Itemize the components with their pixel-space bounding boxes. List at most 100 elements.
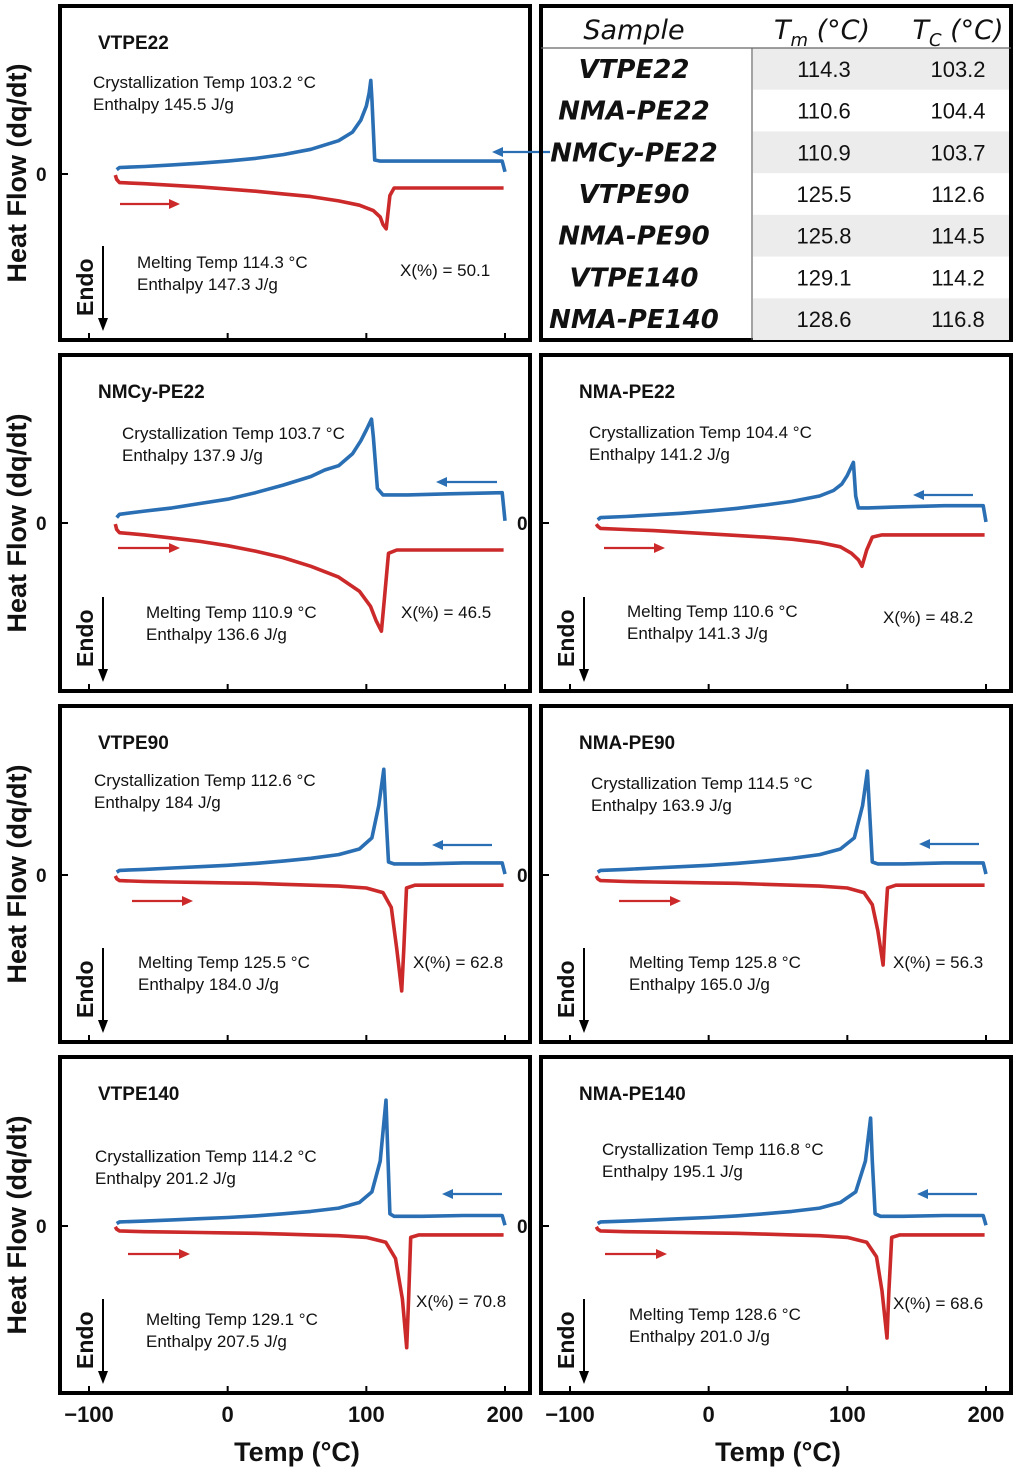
heating-curve	[113, 523, 504, 633]
table-cell-tc: 114.5	[931, 224, 984, 249]
panel-title: NMCy-PE22	[98, 382, 205, 403]
panel-frame	[539, 704, 1013, 1044]
x-tick-label: −100	[64, 1402, 114, 1427]
x-tick-label: 0	[222, 1402, 234, 1427]
y-axis-label: Heat Flow (dq/dt)	[2, 1116, 32, 1335]
crystallization-enthalpy: Enthalpy 163.9 J/g	[591, 796, 732, 815]
heating-curve	[594, 1225, 985, 1340]
melting-enthalpy: Enthalpy 147.3 J/g	[137, 275, 278, 294]
table-cell-sample: NMA-PE22	[558, 97, 710, 127]
melting-label: Melting Temp 125.5 °C	[138, 953, 310, 972]
melting-enthalpy: Enthalpy 184.0 J/g	[138, 975, 279, 994]
heating-curve	[594, 523, 985, 569]
melting-enthalpy: Enthalpy 136.6 J/g	[146, 625, 287, 644]
heating-arrowhead	[169, 199, 180, 209]
melting-enthalpy: Enthalpy 141.3 J/g	[627, 624, 768, 643]
endo-arrowhead	[579, 1371, 589, 1384]
table-cell-tc: 114.2	[931, 265, 984, 290]
zero-label: 0	[36, 866, 47, 887]
zero-label: 0	[36, 165, 47, 186]
table-cell-tc: 104.4	[930, 99, 985, 124]
cooling-curve	[596, 460, 988, 523]
table-cell-tm: 114.3	[797, 57, 850, 82]
crystallinity-label: X(%) = 46.5	[401, 603, 491, 622]
table-cell-sample: VTPE90	[579, 180, 690, 210]
summary-table: Sample Tm (°C) TC (°C) VTPE22 114.3 103.2 NMA-…	[539, 4, 1013, 342]
table-cell-sample: NMCy-PE22	[550, 138, 717, 168]
panel-title: NMA-PE140	[579, 1084, 686, 1105]
crystallinity-label: X(%) = 56.3	[893, 953, 983, 972]
header-tc: TC (°C)	[912, 15, 1003, 51]
crystallization-enthalpy: Enthalpy 137.9 J/g	[122, 446, 263, 465]
zero-label: 0	[517, 866, 528, 887]
endo-label: Endo	[72, 610, 98, 668]
crystallinity-label: X(%) = 62.8	[413, 953, 503, 972]
table-cell-sample: VTPE22	[579, 55, 690, 85]
table-cell-sample: VTPE140	[570, 263, 699, 293]
melting-label: Melting Temp 128.6 °C	[629, 1305, 801, 1324]
x-tick-label: 200	[487, 1402, 524, 1427]
table-cell-tm: 125.8	[796, 224, 851, 249]
table-row-shade	[753, 214, 1009, 257]
table-row-shade	[753, 298, 1009, 340]
panel-frame	[58, 1055, 532, 1395]
panel-title: VTPE22	[98, 33, 169, 54]
cooling-arrowhead	[492, 147, 503, 157]
dsc-panel-vtpe90: VTPE90 Crystallization Temp 112.6 °C Entha…	[36, 704, 532, 1044]
melting-label: Melting Temp 129.1 °C	[146, 1310, 318, 1329]
cooling-curve	[115, 767, 507, 875]
heating-arrowhead	[182, 896, 193, 906]
table-row-shade	[753, 131, 1009, 174]
table-cell-tm: 128.6	[796, 307, 851, 332]
melting-label: Melting Temp 110.9 °C	[146, 603, 317, 622]
x-axis-title: Temp (°C)	[234, 1437, 360, 1467]
x-tick-label: 0	[703, 1402, 715, 1427]
heating-curve	[594, 875, 985, 967]
endo-label: Endo	[72, 259, 98, 317]
crystallinity-label: X(%) = 48.2	[883, 608, 973, 627]
panel-title: VTPE140	[98, 1084, 179, 1105]
panel-frame	[58, 353, 532, 693]
endo-label: Endo	[553, 610, 579, 668]
crystallization-enthalpy: Enthalpy 195.1 J/g	[602, 1162, 743, 1181]
dsc-panel-vtpe140: VTPE140 Crystallization Temp 114.2 °C Enth…	[36, 1055, 532, 1395]
melting-enthalpy: Enthalpy 165.0 J/g	[629, 975, 770, 994]
endo-label: Endo	[553, 961, 579, 1019]
table-cell-tm: 110.6	[797, 99, 850, 124]
table-cell-tm: 129.1	[796, 265, 851, 290]
y-axis-label: Heat Flow (dq/dt)	[2, 765, 32, 984]
heating-arrowhead	[169, 543, 180, 553]
melting-label: Melting Temp 110.6 °C	[627, 602, 798, 621]
table-row-shade	[753, 48, 1009, 90]
cooling-curve	[596, 769, 988, 875]
panel-title: NMA-PE90	[579, 733, 675, 754]
cooling-curve	[115, 417, 507, 521]
crystallinity-label: X(%) = 70.8	[416, 1292, 506, 1311]
x-axis-title: Temp (°C)	[715, 1437, 841, 1467]
table-cell-tm: 110.9	[797, 140, 850, 165]
endo-label: Endo	[72, 961, 98, 1019]
melting-enthalpy: Enthalpy 201.0 J/g	[629, 1327, 770, 1346]
crystallization-label: Crystallization Temp 114.2 °C	[95, 1147, 317, 1166]
dsc-panel-nma-pe22: NMA-PE22 Crystallization Temp 104.4 °C Ent…	[517, 353, 1013, 693]
endo-arrowhead	[98, 1020, 108, 1033]
crystallinity-label: X(%) = 68.6	[893, 1294, 983, 1313]
crystallization-enthalpy: Enthalpy 201.2 J/g	[95, 1169, 236, 1188]
panel-title: VTPE90	[98, 733, 169, 754]
x-tick-label: 100	[348, 1402, 385, 1427]
crystallization-label: Crystallization Temp 114.5 °C	[591, 774, 813, 793]
table-cell-tc: 112.6	[931, 182, 984, 207]
panel-frame	[539, 1055, 1013, 1395]
table-cell-sample: NMA-PE90	[558, 222, 710, 252]
melting-label: Melting Temp 125.8 °C	[629, 953, 801, 972]
cooling-arrowhead	[919, 839, 930, 849]
heating-arrowhead	[179, 1249, 190, 1259]
melting-enthalpy: Enthalpy 207.5 J/g	[146, 1332, 287, 1351]
cooling-arrowhead	[432, 840, 443, 850]
x-tick-label: 200	[968, 1402, 1005, 1427]
endo-arrowhead	[98, 318, 108, 331]
dsc-panel-nma-pe140: NMA-PE140 Crystallization Temp 116.8 °C En…	[517, 1055, 1013, 1395]
crystallization-label: Crystallization Temp 104.4 °C	[589, 423, 812, 442]
cooling-curve	[115, 78, 507, 173]
cooling-arrowhead	[442, 1189, 453, 1199]
